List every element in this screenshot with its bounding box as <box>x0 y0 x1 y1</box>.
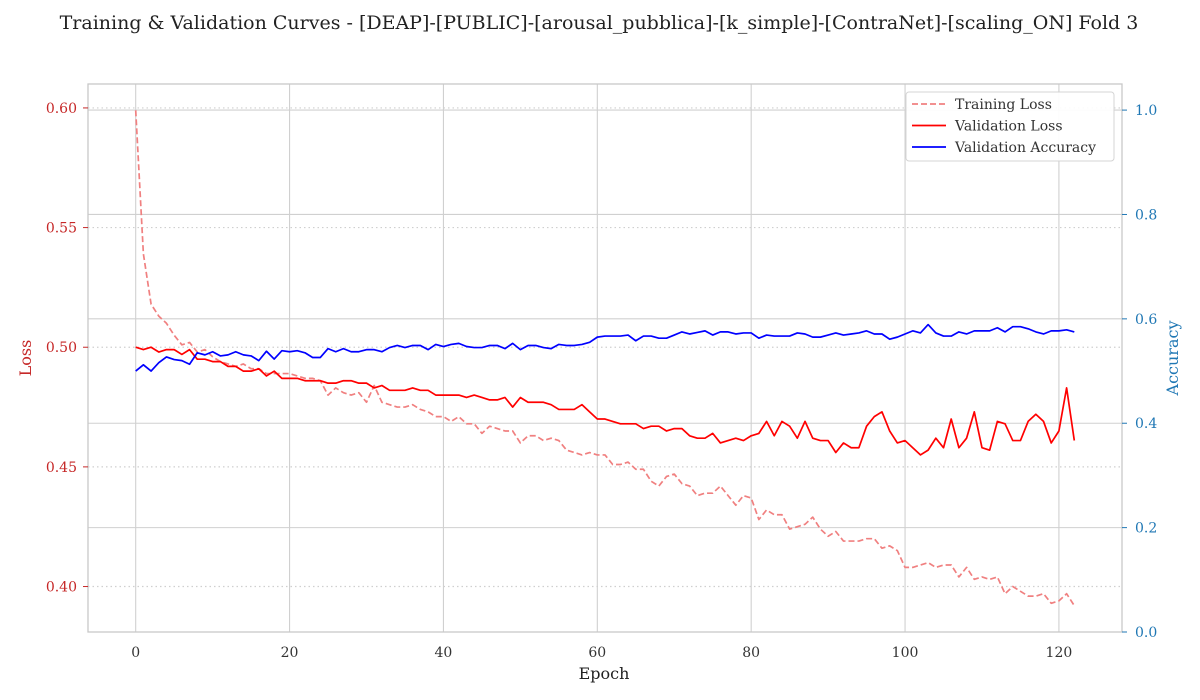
plot-frame <box>87 83 1123 633</box>
series-layer <box>134 110 1076 607</box>
left-y-tick-label: 0.45 <box>46 460 77 476</box>
validation-loss-line <box>135 346 1076 456</box>
grid-layer <box>88 84 1122 633</box>
right-y-tick-label: 0.0 <box>1135 625 1157 641</box>
right-axis-label: Accuracy <box>1163 321 1182 397</box>
left-axis-label: Loss <box>16 340 35 377</box>
chart-title: Training & Validation Curves - [DEAP]-[P… <box>60 12 1139 34</box>
x-tick-label: 100 <box>892 645 919 661</box>
right-y-tick-label: 0.6 <box>1135 312 1157 328</box>
right-y-tick-label: 0.2 <box>1135 521 1157 537</box>
legend-label: Validation Loss <box>954 119 1063 135</box>
left-y-tick-label: 0.55 <box>46 221 77 237</box>
left-y-tick-label: 0.50 <box>46 340 77 356</box>
x-tick-label: 120 <box>1046 645 1073 661</box>
left-y-tick-label: 0.40 <box>46 580 77 596</box>
legend-label: Validation Accuracy <box>954 140 1096 156</box>
right-y-tick-label: 1.0 <box>1135 103 1157 119</box>
x-tick-label: 80 <box>742 645 760 661</box>
legend-label: Training Loss <box>955 97 1052 113</box>
x-tick-label: 20 <box>281 645 299 661</box>
x-axis-label: Epoch <box>579 664 630 683</box>
validation-accuracy-line <box>135 323 1075 372</box>
x-tick-label: 60 <box>588 645 606 661</box>
axes-layer: 0 20 40 60 80 100 120 0.40 0.45 0.50 0.55 0.60 0.0 0.… <box>46 83 1157 661</box>
training-loss-line <box>134 110 1076 607</box>
legend-layer: Training Loss Validation Loss Validation A… <box>905 91 1115 162</box>
right-y-tick-label: 0.8 <box>1135 207 1157 223</box>
right-y-tick-label: 0.4 <box>1135 416 1157 432</box>
x-tick-label: 0 <box>131 645 140 661</box>
left-y-tick-label: 0.60 <box>46 101 77 117</box>
legend-box <box>905 91 1115 162</box>
x-tick-label: 40 <box>435 645 453 661</box>
